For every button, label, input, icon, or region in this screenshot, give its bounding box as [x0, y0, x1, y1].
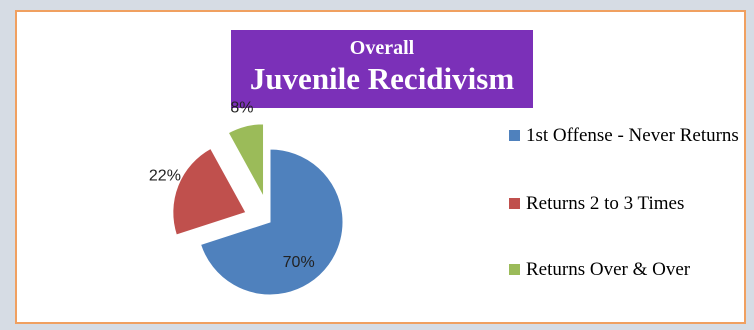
- legend-label-returns-2-3: Returns 2 to 3 Times: [526, 193, 685, 214]
- legend-swatch-never-returns: [509, 130, 520, 141]
- chart-subtitle: Juvenile Recidivism: [249, 61, 515, 96]
- chart-frame: Overall Juvenile Recidivism 70% 22% 8% 1…: [15, 10, 746, 324]
- legend-label-never-returns: 1st Offense - Never Returns: [526, 125, 739, 146]
- legend-item-over-and-over: Returns Over & Over: [509, 259, 744, 281]
- legend-swatch-returns-2-3: [509, 198, 520, 209]
- chart-title: Overall: [349, 37, 415, 59]
- pie-slice-over-and-over: [227, 123, 265, 198]
- legend-swatch-over-and-over: [509, 264, 520, 275]
- legend-item-never-returns: 1st Offense - Never Returns: [509, 125, 744, 147]
- pie-slice-never-returns: [199, 148, 344, 296]
- pie-chart: 70% 22% 8%: [149, 100, 344, 296]
- legend-label-over-and-over: Returns Over & Over: [526, 259, 691, 280]
- pie-slice-returns-2-3: [172, 147, 247, 236]
- pie-label-never-returns: 70%: [283, 254, 315, 271]
- pie-label-returns-2-3: 22%: [149, 167, 181, 184]
- legend-item-returns-2-3: Returns 2 to 3 Times: [509, 193, 744, 215]
- pie-label-over-and-over: 8%: [230, 100, 253, 117]
- chart-title-box: Overall Juvenile Recidivism: [231, 30, 533, 108]
